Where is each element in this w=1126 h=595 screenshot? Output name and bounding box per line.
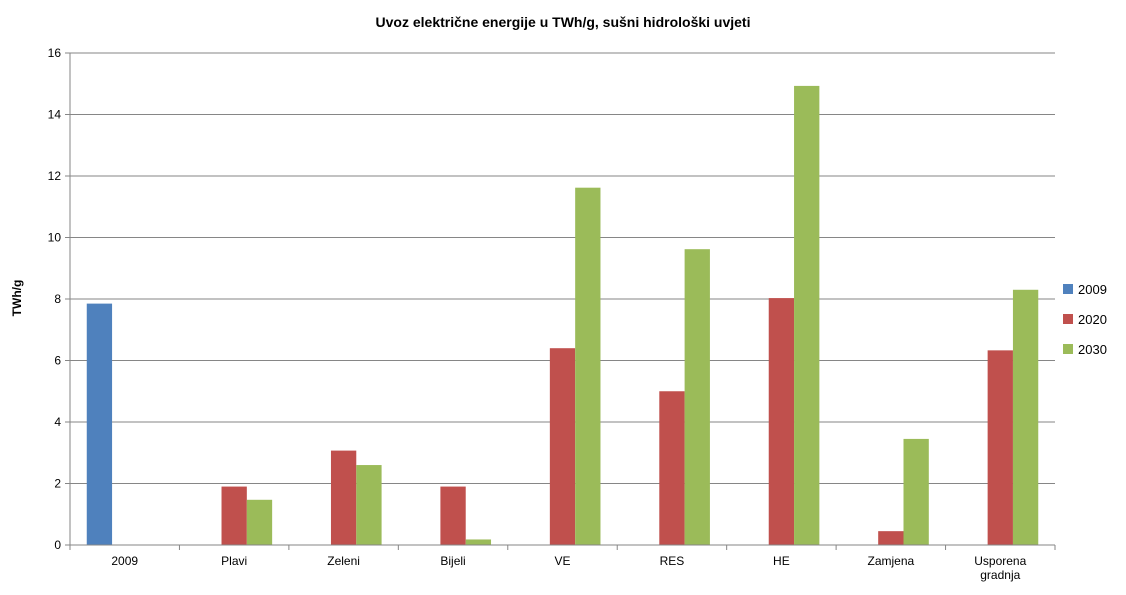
legend-swatch-2020 — [1063, 314, 1073, 324]
y-tick-label: 16 — [48, 46, 62, 60]
bar-2030-8 — [1012, 289, 1039, 545]
x-tick-label: VE — [554, 554, 570, 568]
bar-2030-5 — [684, 249, 710, 545]
axes — [65, 52, 1056, 550]
y-axis-label: TWh/g — [10, 280, 24, 317]
bar-2030-6 — [794, 85, 820, 545]
x-tick-label: Usporena gradnja — [974, 554, 1026, 582]
bars — [86, 85, 1039, 545]
legend-swatch-2009 — [1063, 284, 1073, 294]
y-tick-label: 2 — [54, 477, 61, 491]
bar-2020-5 — [659, 391, 685, 545]
x-tick-label: Bijeli — [440, 554, 465, 568]
legend-label: 2020 — [1078, 312, 1107, 327]
bar-2020-4 — [549, 348, 576, 545]
legend-swatch-2030 — [1063, 344, 1073, 354]
x-tick-label: HE — [773, 554, 790, 568]
x-tick-label: 2009 — [111, 554, 138, 568]
bar-2020-6 — [768, 298, 795, 545]
bar-2020-2 — [330, 450, 357, 545]
y-tick-label: 6 — [54, 354, 61, 368]
x-tick-label: Zamjena — [867, 554, 914, 568]
bar-2030-2 — [356, 465, 382, 545]
bar-2030-1 — [246, 499, 273, 545]
y-tick-label: 10 — [48, 231, 62, 245]
y-tick-label: 4 — [54, 415, 61, 429]
bar-2020-7 — [878, 531, 904, 545]
x-tick-label: Zeleni — [327, 554, 360, 568]
y-tick-label: 14 — [48, 108, 62, 122]
y-tick-label: 0 — [54, 538, 61, 552]
tick-labels: 0 2 4 6 8 10 12 14 16 2009 Plavi Zeleni Bijeli VE RES H… — [48, 46, 1027, 582]
x-tick-label: Plavi — [221, 554, 247, 568]
legend-label: 2030 — [1078, 342, 1107, 357]
legend: 2009 2020 2030 — [1063, 282, 1107, 357]
legend-label: 2009 — [1078, 282, 1107, 297]
bar-2030-7 — [903, 438, 929, 545]
bar-2030-3 — [465, 539, 492, 545]
chart-title: Uvoz električne energije u TWh/g, sušni … — [376, 14, 751, 30]
bar-2009-0 — [86, 303, 113, 545]
bar-2020-3 — [440, 486, 466, 545]
y-tick-label: 12 — [48, 169, 62, 183]
bar-2030-4 — [575, 187, 601, 545]
y-tick-label: 8 — [54, 292, 61, 306]
bar-2020-1 — [221, 486, 247, 545]
x-tick-label: RES — [660, 554, 685, 568]
bar-2020-8 — [987, 350, 1013, 545]
